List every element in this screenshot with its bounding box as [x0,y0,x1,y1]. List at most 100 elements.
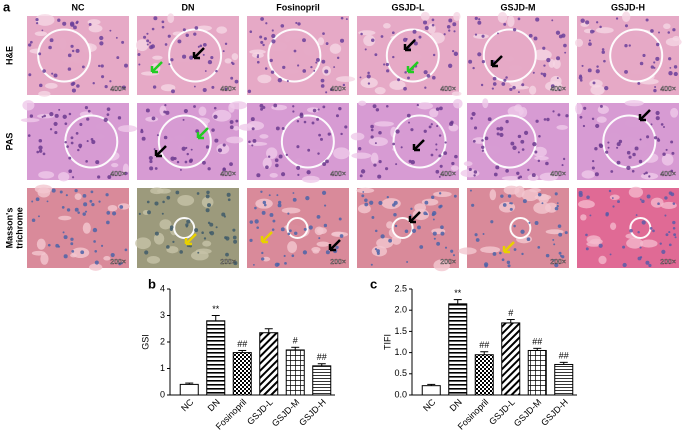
nucleus [342,83,346,87]
nucleus [513,248,517,251]
nucleus [103,117,108,123]
nucleus [303,227,307,231]
nucleus [67,67,72,71]
arrow [502,241,515,254]
column-header: DN [182,2,195,12]
magnification: 400× [220,171,236,178]
tissue-space [216,26,228,34]
nucleus [86,117,90,121]
nucleus [528,33,533,38]
tissue-space [610,222,617,231]
nucleus [601,48,605,51]
nucleus [407,76,410,80]
nucleus [170,58,174,62]
nucleus [53,73,58,78]
nucleus [163,135,168,140]
y-tick-label: 2.5 [394,283,407,293]
nucleus [561,255,565,259]
nucleus [49,112,54,117]
nucleus [366,74,371,79]
nucleus [505,168,509,173]
tissue-space [232,126,240,131]
nucleus [521,252,524,256]
nucleus [118,262,122,266]
nucleus [404,71,407,74]
magnification: 400× [440,171,456,178]
nucleus [521,148,525,151]
nucleus [121,85,126,90]
nucleus [637,81,641,85]
nucleus [105,193,109,197]
tissue-space [427,23,436,34]
nucleus [655,110,660,116]
nucleus [74,189,78,193]
nucleus [558,232,563,237]
nucleus [149,159,153,164]
nucleus [225,252,229,257]
y-tick-label: 2 [160,336,165,346]
tissue-space [497,11,508,23]
nucleus [674,236,677,239]
nucleus [322,162,327,167]
nucleus [531,173,536,178]
nucleus [452,254,456,257]
tissue-space [261,256,271,262]
nucleus [148,155,153,161]
nucleus [426,74,431,78]
micrograph: 200× [247,188,349,268]
nucleus [252,138,257,143]
nucleus [359,76,362,79]
tissue-space [374,121,394,127]
nucleus [472,139,476,143]
nucleus [523,130,529,135]
magnification: 400× [660,86,676,93]
nucleus [154,167,158,170]
nucleus [554,192,558,196]
nucleus [535,17,540,22]
nucleus [440,231,445,236]
tissue-space [595,27,614,34]
x-tick-label: GSJD-H [297,397,328,428]
nucleus [282,65,286,70]
nucleus [121,40,125,44]
nucleus [84,210,88,213]
nucleus [534,150,538,154]
nucleus [185,146,188,149]
nucleus [106,220,110,225]
nucleus [149,41,152,44]
nucleus [581,64,584,67]
bar [312,365,332,396]
nucleus [650,29,654,33]
nucleus [615,17,619,20]
nucleus [222,50,225,53]
nucleus [234,79,239,84]
bar [501,322,521,396]
nucleus [526,237,531,242]
tissue-space [228,102,235,113]
nucleus [100,64,104,68]
error-bar [185,382,194,385]
nucleus [268,155,271,158]
nucleus [47,243,51,247]
nucleus [182,54,187,59]
nucleus [472,66,475,70]
nucleus [546,57,551,63]
nucleus [554,262,559,268]
nucleus [41,29,44,32]
nucleus [509,87,513,92]
nucleus [660,123,664,126]
nucleus [31,200,34,203]
nucleus [63,254,68,259]
nucleus [247,89,252,94]
nucleus [179,250,183,254]
nucleus [408,159,412,163]
nucleus [62,21,67,26]
nucleus [296,165,301,170]
tissue-space [363,34,376,47]
nucleus [262,200,267,205]
nucleus [302,69,307,73]
nucleus [664,214,667,217]
nucleus [248,140,251,144]
nucleus [639,198,642,201]
nucleus [550,84,555,89]
